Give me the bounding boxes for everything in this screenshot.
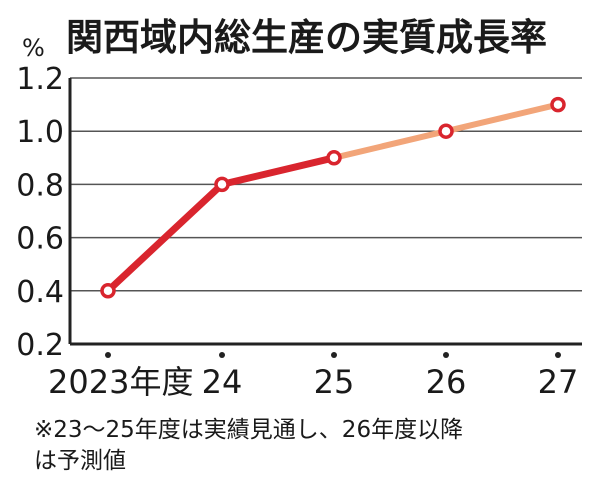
- y-axis-ticks: 0.2 0.4 0.6 0.8 1.0 1.2: [16, 62, 64, 363]
- gridlines: [68, 77, 582, 346]
- data-point: [100, 283, 116, 299]
- x-tick-label: 24: [202, 363, 243, 401]
- data-point: [438, 123, 454, 139]
- chart-title: 関西域内総生産の実質成長率: [66, 16, 547, 59]
- footnote-line-1: ※23～25年度は実績見通し、26年度以降: [34, 417, 463, 443]
- x-tick-dot: [219, 352, 225, 358]
- data-point: [550, 96, 566, 113]
- x-tick-dot: [443, 352, 449, 358]
- x-tick-dot: [331, 352, 337, 358]
- x-tick-label: 27: [538, 363, 579, 401]
- data-point: [326, 150, 342, 166]
- footnote-line-2: は予測値: [34, 448, 126, 474]
- y-tick-label: 0.6: [16, 222, 64, 257]
- y-tick-label: 0.8: [16, 168, 64, 203]
- unit-label: %: [22, 34, 45, 62]
- x-axis-ticks: 2023年度 24 25 26 27: [48, 352, 578, 401]
- x-tick-label: 26: [426, 363, 467, 401]
- series-lines: [105, 101, 559, 294]
- data-point: [214, 176, 230, 193]
- y-tick-label: 1.0: [16, 115, 64, 150]
- y-tick-label: 1.2: [16, 62, 64, 97]
- x-tick-label: 2023年度: [48, 363, 193, 401]
- x-tick-dot: [105, 352, 111, 358]
- x-tick-dot: [555, 352, 561, 358]
- x-tick-label: 25: [314, 363, 355, 401]
- y-tick-label: 0.2: [16, 328, 64, 363]
- series-points: [100, 96, 566, 299]
- y-tick-label: 0.4: [16, 275, 64, 310]
